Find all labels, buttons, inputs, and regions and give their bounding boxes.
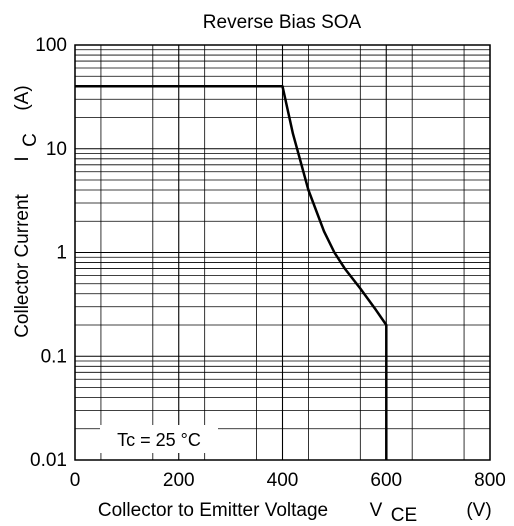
y-tick-label: 0.01 bbox=[30, 450, 67, 471]
annotation-box bbox=[100, 425, 218, 453]
x-tick-labels: 0 200 400 600 800 bbox=[70, 470, 506, 491]
y-tick-label: 100 bbox=[35, 35, 67, 56]
plot-frame bbox=[74, 44, 491, 461]
x-axis-title: Collector to Emitter Voltage V CE (V) bbox=[98, 500, 492, 526]
x-tick-label: 0 bbox=[70, 470, 81, 491]
soa-curve bbox=[75, 85, 388, 460]
y-axis-symbol-subscript: C bbox=[20, 133, 41, 147]
x-tick-label: 400 bbox=[267, 470, 299, 491]
annotation-temperature: Tc = 25 °C bbox=[117, 430, 201, 450]
y-axis-symbol: I bbox=[12, 156, 33, 161]
x-axis-symbol-subscript: CE bbox=[391, 505, 417, 526]
y-tick-label: 0.1 bbox=[41, 346, 67, 367]
x-tick-label: 800 bbox=[474, 470, 506, 491]
y-tick-label: 1 bbox=[56, 243, 67, 264]
x-axis-label: Collector to Emitter Voltage bbox=[98, 500, 328, 521]
x-tick-label: 200 bbox=[163, 470, 195, 491]
y-axis-unit: (A) bbox=[12, 85, 33, 110]
x-axis-unit: (V) bbox=[466, 500, 491, 521]
chart-title: Reverse Bias SOA bbox=[203, 12, 362, 33]
x-tick-label: 600 bbox=[370, 470, 402, 491]
x-axis-symbol: V bbox=[370, 500, 383, 521]
y-tick-label: 10 bbox=[46, 139, 67, 160]
y-tick-labels: 0.01 0.1 1 10 100 bbox=[30, 35, 67, 471]
y-axis-title: Collector Current I C (A) bbox=[12, 85, 41, 337]
y-axis-label: Collector Current bbox=[12, 193, 33, 337]
